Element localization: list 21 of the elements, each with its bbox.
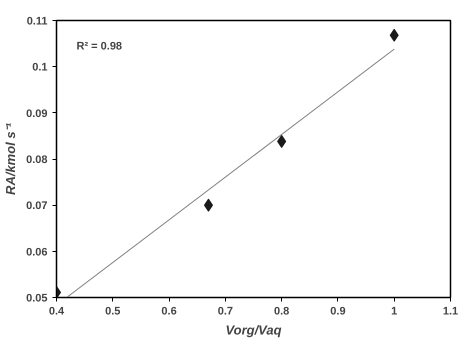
x-axis-title: Vorg/Vaq	[225, 322, 282, 338]
y-tick-label: 0.11	[26, 16, 48, 28]
x-tick-label: 0.4	[48, 306, 66, 318]
x-tick-label: 0.9	[330, 306, 346, 318]
point	[277, 134, 286, 148]
point	[204, 198, 213, 212]
x-tick-label: 1	[391, 306, 398, 318]
x-tick-label: 0.6	[161, 306, 177, 318]
y-tick-label: 0.07	[26, 200, 48, 212]
y-tick-label: 0.08	[26, 154, 48, 166]
point	[390, 28, 399, 42]
y-axis-title: RA/kmol s⁻¹	[3, 122, 18, 195]
y-tick-label: 0.06	[26, 246, 48, 258]
x-tick-label: 0.7	[218, 306, 234, 318]
y-tick-label: 0.1	[32, 62, 48, 74]
x-tick-label: 0.5	[105, 306, 120, 318]
y-tick-label: 0.05	[26, 292, 48, 304]
y-tick-label: 0.09	[26, 108, 48, 120]
annotation: R² = 0.98	[76, 40, 122, 52]
x-tick-label: 0.8	[274, 306, 290, 318]
x-tick-label: 1.1	[442, 306, 458, 318]
